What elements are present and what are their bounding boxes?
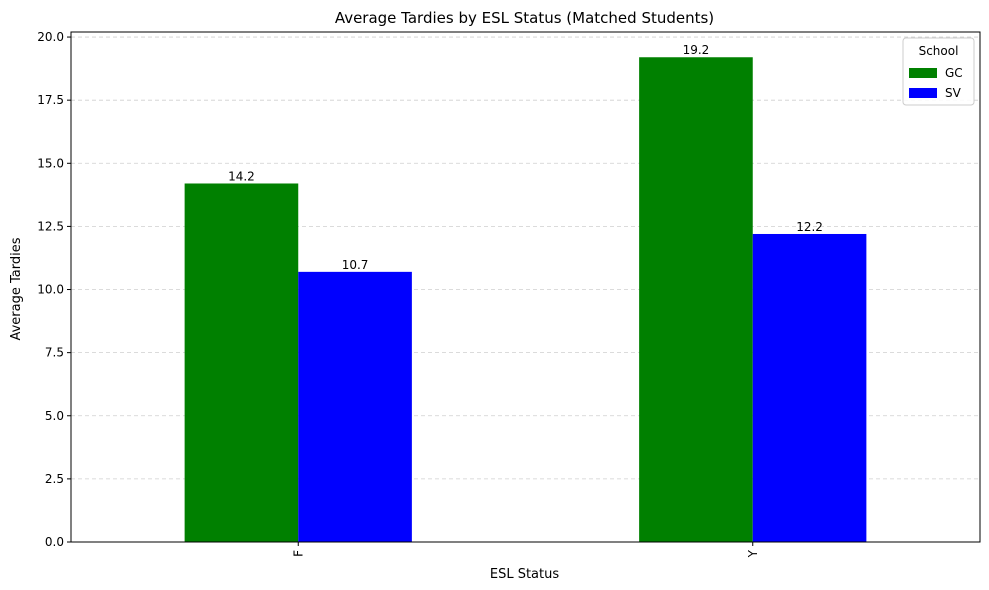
y-axis-label: Average Tardies [9, 237, 24, 340]
legend-swatch-gc [909, 68, 937, 78]
bar-gc-y [639, 57, 753, 542]
y-axis-ticks: 0.0 2.5 5.0 7.5 10.0 12.5 15.0 17.5 20.0 [37, 30, 71, 549]
data-label: 14.2 [228, 169, 255, 183]
y-tick-label: 17.5 [37, 93, 64, 107]
legend-label-sv: SV [945, 86, 962, 100]
bar-gc-f [184, 183, 299, 542]
y-tick-label: 15.0 [37, 156, 64, 170]
y-tick-label: 12.5 [37, 219, 64, 233]
legend-swatch-sv [909, 88, 937, 98]
bar-sv-y [752, 233, 867, 542]
bars [184, 57, 867, 542]
data-label: 19.2 [683, 43, 710, 57]
x-tick-label: Y [746, 549, 760, 558]
bar-sv-f [298, 271, 412, 542]
y-tick-label: 7.5 [45, 346, 64, 360]
legend-items: GC SV [909, 66, 963, 100]
chart-title: Average Tardies by ESL Status (Matched S… [335, 9, 714, 27]
y-tick-label: 20.0 [37, 30, 64, 44]
legend: School GC SV [902, 37, 975, 106]
data-labels: 14.2 10.7 19.2 12.2 [228, 43, 823, 272]
y-tick-label: 10.0 [37, 283, 64, 297]
y-tick-label: 5.0 [45, 409, 64, 423]
data-label: 10.7 [342, 258, 369, 272]
plot-frame [70, 31, 981, 543]
legend-title: School [919, 44, 959, 58]
x-axis-label: ESL Status [490, 567, 559, 582]
y-tick-label: 2.5 [45, 472, 64, 486]
legend-label-gc: GC [945, 66, 963, 80]
data-label: 12.2 [796, 220, 823, 234]
x-tick-label: F [291, 550, 305, 557]
y-tick-label: 0.0 [45, 535, 64, 549]
